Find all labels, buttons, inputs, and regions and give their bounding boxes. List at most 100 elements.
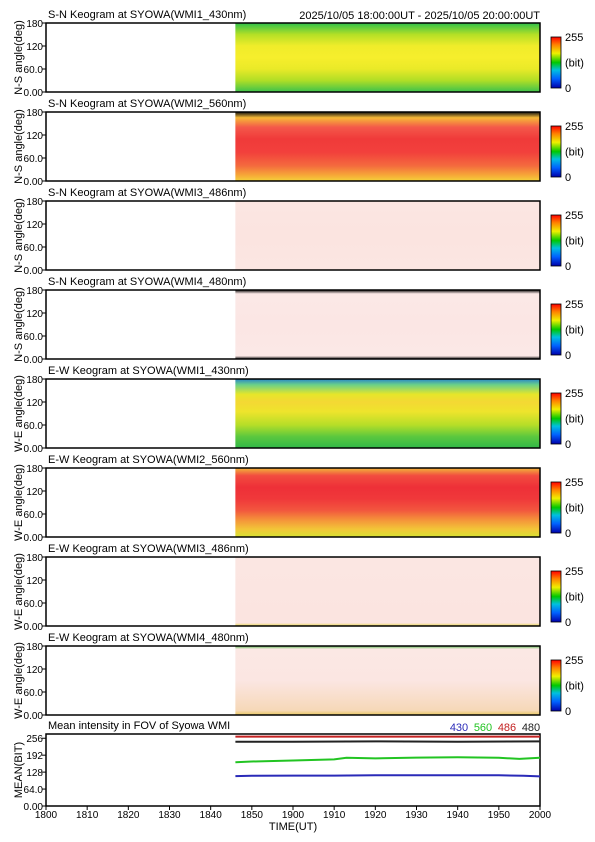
colorbar-max-label: 255	[565, 32, 583, 44]
keogram-panel-5: E-W Keogram at SYOWA(WMI1_430nm) 0.00 60.0…	[13, 365, 584, 455]
y-tick-label-0: 0.00	[24, 711, 44, 722]
y-tick-label-1: 60.0	[24, 65, 44, 76]
y-tick-label-2: 120	[26, 309, 43, 320]
y-tick-label-1: 60.0	[24, 421, 44, 432]
panel-title: E-W Keogram at SYOWA(WMI3_486nm)	[48, 543, 249, 555]
y-tick-label-3: 180	[26, 642, 43, 653]
legend-entry-480: 480	[522, 722, 540, 734]
time-range-header: 2025/10/05 18:00:00UT - 2025/10/05 20:00…	[299, 10, 540, 22]
panel-frame	[45, 645, 541, 716]
x-tick-label-5: 1850	[241, 810, 264, 821]
keogram-data-region	[235, 468, 540, 537]
y-axis-label: W-E angle(deg)	[13, 464, 25, 541]
colorbar-min-label: 0	[565, 172, 571, 184]
y-axis-label: W-E angle(deg)	[13, 553, 25, 630]
keogram-panel-1: S-N Keogram at SYOWA(WMI1_430nm) 0.00 60.0…	[13, 9, 584, 99]
colorbar-min-label: 0	[565, 350, 571, 362]
panel-title: S-N Keogram at SYOWA(WMI1_430nm)	[48, 9, 246, 21]
line-y-tick-labels: 0.00 64.0 128 192 256	[24, 734, 46, 813]
panel-frame	[45, 22, 541, 93]
panel-frame	[45, 556, 541, 627]
colorbar-unit-label: (bit)	[565, 503, 584, 515]
y-axis-label: N-S angle(deg)	[13, 20, 25, 95]
y-tick-label-1: 60.0	[24, 688, 44, 699]
y-axis-label: N-S angle(deg)	[13, 198, 25, 273]
x-tick-label-0: 1800	[35, 810, 58, 821]
y-tick-labels: 0.00 60.0 120 180	[24, 375, 46, 455]
x-tick-label-7: 1910	[323, 810, 346, 821]
y-tick-label-1: 60.0	[24, 599, 44, 610]
y-tick-labels: 0.00 60.0 120 180	[24, 108, 46, 188]
y-tick-label-1: 60.0	[24, 243, 44, 254]
keogram-panel-8: E-W Keogram at SYOWA(WMI4_480nm) 0.00 60.0…	[13, 632, 584, 722]
panel-title: E-W Keogram at SYOWA(WMI4_480nm)	[48, 632, 249, 644]
y-tick-labels: 0.00 60.0 120 180	[24, 197, 46, 277]
x-tick-label-3: 1830	[158, 810, 181, 821]
y-tick-label-2: 120	[26, 220, 43, 231]
colorbar	[550, 214, 562, 267]
line-y-tick-label-4: 256	[26, 734, 43, 745]
keogram-data-region	[235, 23, 540, 92]
keogram-panel-7: E-W Keogram at SYOWA(WMI3_486nm) 0.00 60.0…	[13, 543, 584, 633]
legend-entry-560: 560	[474, 722, 492, 734]
colorbar-max-label: 255	[565, 388, 583, 400]
panel-frame	[45, 111, 541, 182]
legend-entry-430: 430	[450, 722, 468, 734]
x-tick-label-8: 1920	[364, 810, 387, 821]
keogram-panel-4: S-N Keogram at SYOWA(WMI4_480nm) 0.00 60.0…	[13, 276, 584, 366]
y-tick-label-3: 180	[26, 108, 43, 119]
colorbar	[550, 303, 562, 356]
line-plot-title: Mean intensity in FOV of Syowa WMI	[48, 720, 230, 732]
y-tick-label-2: 120	[26, 42, 43, 53]
colorbar-min-label: 0	[565, 528, 571, 540]
colorbar-unit-label: (bit)	[565, 236, 584, 248]
line-plot-frame	[45, 733, 541, 807]
y-tick-label-0: 0.00	[24, 177, 44, 188]
y-tick-label-0: 0.00	[24, 355, 44, 366]
panel-title: S-N Keogram at SYOWA(WMI3_486nm)	[48, 187, 246, 199]
keogram-data-region	[235, 112, 540, 181]
keogram-panels: S-N Keogram at SYOWA(WMI1_430nm) 0.00 60.0…	[13, 9, 584, 722]
colorbar-max-label: 255	[565, 299, 583, 311]
line-y-tick-label-2: 128	[26, 768, 43, 779]
y-tick-label-0: 0.00	[24, 266, 44, 277]
colorbar	[550, 481, 562, 534]
legend: 430 560 486 480	[450, 722, 540, 734]
y-tick-labels: 0.00 60.0 120 180	[24, 464, 46, 544]
y-tick-label-3: 180	[26, 19, 43, 30]
y-tick-label-3: 180	[26, 375, 43, 386]
y-axis-label: W-E angle(deg)	[13, 642, 25, 719]
panel-title: S-N Keogram at SYOWA(WMI2_560nm)	[48, 98, 246, 110]
panel-frame	[45, 467, 541, 538]
colorbar-max-label: 255	[565, 210, 583, 222]
x-tick-label-9: 1930	[405, 810, 428, 821]
line-y-axis-label: MEAN(BIT)	[13, 742, 25, 798]
y-tick-label-2: 120	[26, 665, 43, 676]
panel-title: E-W Keogram at SYOWA(WMI2_560nm)	[48, 454, 249, 466]
colorbar-unit-label: (bit)	[565, 325, 584, 337]
keogram-panel-3: S-N Keogram at SYOWA(WMI3_486nm) 0.00 60.0…	[13, 187, 584, 277]
mean-intensity-plot: Mean intensity in FOV of Syowa WMI 430 560…	[13, 720, 552, 833]
panel-title: E-W Keogram at SYOWA(WMI1_430nm)	[48, 365, 249, 377]
y-tick-label-0: 0.00	[24, 444, 44, 455]
y-tick-labels: 0.00 60.0 120 180	[24, 642, 46, 722]
keogram-panel-2: S-N Keogram at SYOWA(WMI2_560nm) 0.00 60.0…	[13, 98, 584, 188]
keogram-data-region	[235, 557, 540, 626]
x-tick-label-4: 1840	[200, 810, 223, 821]
y-tick-label-3: 180	[26, 464, 43, 475]
colorbar-unit-label: (bit)	[565, 592, 584, 604]
y-tick-label-3: 180	[26, 197, 43, 208]
y-tick-label-0: 0.00	[24, 533, 44, 544]
series-line-560	[235, 756, 541, 764]
y-tick-labels: 0.00 60.0 120 180	[24, 19, 46, 99]
y-tick-label-0: 0.00	[24, 88, 44, 99]
y-axis-label: N-S angle(deg)	[13, 109, 25, 184]
line-y-tick-label-1: 64.0	[24, 785, 44, 796]
colorbar	[550, 570, 562, 623]
panel-title: S-N Keogram at SYOWA(WMI4_480nm)	[48, 276, 246, 288]
y-tick-label-2: 120	[26, 131, 43, 142]
series-line-430	[235, 774, 541, 778]
keogram-data-region	[235, 379, 540, 448]
colorbar-min-label: 0	[565, 83, 571, 95]
